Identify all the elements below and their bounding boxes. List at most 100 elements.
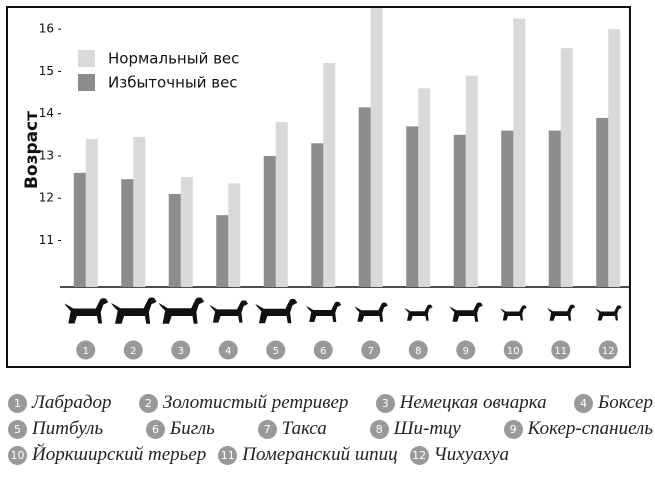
legend-row: 10 Йоркширский терьер 11 Померанский шпиц 12…: [8, 442, 653, 468]
breed-number: 11: [218, 445, 238, 465]
bar: [73, 172, 86, 287]
y-tick-label: 16: [39, 22, 54, 36]
breed-item: 4 Боксер: [573, 390, 653, 416]
category-badge: [76, 340, 96, 360]
breed-item: 5 Питбуль: [8, 416, 103, 442]
breed-name: Такса: [281, 418, 327, 439]
dog-silhouette: [354, 302, 388, 322]
breed-legend: 1 Лабрадор 2 Золотистый ретривер 3 Немецкая о…: [8, 390, 653, 468]
dog-silhouette: [209, 300, 249, 323]
x-tick-label: 10: [507, 346, 520, 357]
x-tick-label: 7: [368, 346, 374, 357]
frame: [6, 6, 631, 368]
breed-item: 9 Кокер-спаниель: [503, 416, 653, 442]
dog-silhouette: [255, 298, 298, 324]
dog-silhouette: [595, 305, 622, 321]
breed-name: Померанский шпиц: [242, 444, 398, 465]
bar: [370, 8, 383, 287]
breed-name: Лабрадор: [32, 392, 112, 413]
category-badge: [503, 340, 523, 360]
category-badge: [218, 340, 238, 360]
y-tick-label: 12: [39, 191, 54, 205]
breed-number: 9: [503, 419, 523, 439]
breed-name: Кокер-спаниель: [527, 418, 653, 439]
category-badge: [266, 340, 286, 360]
category-badge: [361, 340, 381, 360]
breed-item: 12 Чихуахуа: [409, 442, 509, 468]
dog-silhouette: [111, 297, 157, 324]
breed-item: 6 Бигль: [146, 416, 215, 442]
legend-label: Нормальный вес: [108, 50, 239, 68]
x-tick-label: 6: [320, 346, 326, 357]
breed-number: 4: [573, 393, 593, 413]
bar: [453, 134, 466, 287]
breed-name: Боксер: [597, 392, 653, 413]
breed-number: 6: [146, 419, 166, 439]
breed-item: 2 Золотистый ретривер: [138, 390, 348, 416]
breed-number: 1: [8, 393, 27, 413]
x-tick-label: 1: [83, 346, 89, 357]
bar: [465, 75, 478, 288]
breed-name: Немецкая овчарка: [399, 392, 547, 413]
bar: [168, 194, 181, 287]
legend-label: Избыточный вес: [108, 74, 238, 92]
category-badge: [123, 340, 143, 360]
breed-number: 10: [8, 445, 27, 465]
breed-name: Йоркширский терьер: [32, 444, 207, 465]
legend-row: 5 Питбуль 6 Бигль 7 Такса 8 Ши-тцу 9 Кокер-спание…: [8, 416, 653, 442]
dog-silhouette: [404, 304, 433, 321]
x-tick-label: 8: [415, 346, 421, 357]
breed-number: 12: [409, 445, 429, 465]
bar: [323, 62, 336, 287]
dog-silhouette: [306, 301, 342, 322]
breed-item: 11 Померанский шпиц: [218, 442, 398, 468]
breed-name: Питбуль: [32, 418, 104, 439]
dog-silhouette: [449, 302, 483, 322]
breed-item: 1 Лабрадор: [8, 390, 112, 416]
x-tick-label: 5: [273, 346, 279, 357]
category-badge: [313, 340, 333, 360]
bar: [560, 48, 573, 288]
breed-name: Бигль: [170, 418, 215, 439]
breed-number: 3: [375, 393, 395, 413]
breed-item: 3 Немецкая овчарка: [375, 390, 547, 416]
bar: [548, 130, 561, 287]
breed-name: Чихуахуа: [433, 444, 509, 465]
y-tick-label: 11: [39, 233, 54, 247]
bar: [418, 88, 431, 288]
dog-silhouette: [500, 305, 527, 321]
breed-number: 8: [369, 419, 389, 439]
breed-number: 2: [138, 393, 158, 413]
legend-swatch: [78, 50, 95, 67]
breed-name: Ши-тцу: [393, 418, 461, 439]
bar: [180, 177, 193, 287]
breed-number: 7: [257, 419, 277, 439]
y-tick-label: 15: [39, 64, 54, 78]
bar: [406, 126, 419, 287]
dog-silhouette: [158, 297, 205, 324]
y-axis-label: Возраст: [22, 111, 42, 189]
x-tick-label: 2: [130, 346, 136, 357]
bar: [311, 143, 324, 287]
dog-silhouette: [64, 298, 109, 324]
breed-item: 7 Такса: [257, 416, 327, 442]
category-badge: [551, 340, 571, 360]
bar: [121, 179, 134, 287]
category-badge: [456, 340, 476, 360]
bar: [501, 130, 514, 287]
category-badge: [171, 340, 191, 360]
bar: [275, 122, 288, 288]
x-tick-label: 4: [225, 346, 231, 357]
bar: [596, 117, 609, 287]
category-badge: [598, 340, 618, 360]
bar: [133, 136, 146, 287]
breed-item: 8 Ши-тцу: [369, 416, 461, 442]
bar: [85, 139, 98, 287]
bar: [513, 18, 526, 288]
y-tick-label: 13: [39, 148, 54, 162]
x-tick-label: 3: [178, 346, 184, 357]
bar: [608, 29, 621, 288]
x-tick-label: 9: [463, 346, 469, 357]
